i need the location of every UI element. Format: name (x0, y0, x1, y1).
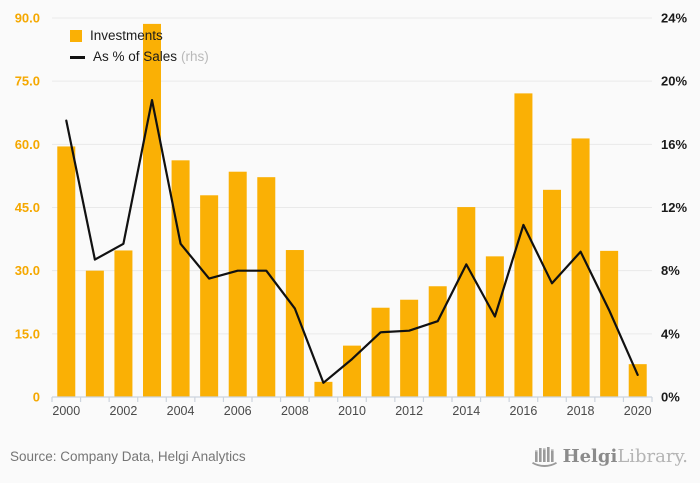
svg-text:2008: 2008 (281, 404, 309, 418)
svg-text:60.0: 60.0 (15, 137, 40, 152)
investments-swatch-icon (70, 30, 82, 42)
svg-text:2010: 2010 (338, 404, 366, 418)
svg-text:0%: 0% (661, 390, 680, 405)
svg-text:2002: 2002 (110, 404, 138, 418)
svg-text:15.0: 15.0 (15, 326, 40, 341)
svg-text:30.0: 30.0 (15, 263, 40, 278)
svg-text:20%: 20% (661, 74, 687, 89)
source-text: Source: Company Data, Helgi Analytics (10, 449, 246, 464)
svg-text:2020: 2020 (624, 404, 652, 418)
investments-chart: 0 15.0 30.0 45.0 60.0 75.0 90.0 0% 4% 8% 12% 16% 20%… (15, 11, 688, 419)
svg-text:8%: 8% (661, 263, 680, 278)
legend-sales-suffix: (rhs) (181, 49, 209, 64)
logo-helgi: Helgi (562, 446, 618, 467)
legend-sales-label: As % of Sales (rhs) (93, 49, 209, 64)
svg-text:2004: 2004 (167, 404, 195, 418)
svg-text:45.0: 45.0 (15, 200, 40, 215)
svg-text:2016: 2016 (510, 404, 538, 418)
svg-text:2000: 2000 (52, 404, 80, 418)
svg-text:2006: 2006 (224, 404, 252, 418)
logo-library: Library. (617, 446, 688, 467)
svg-text:4%: 4% (661, 326, 680, 341)
svg-text:0: 0 (33, 390, 40, 405)
logo-text: HelgiLibrary. (563, 447, 688, 467)
svg-text:2014: 2014 (452, 404, 480, 418)
svg-text:90.0: 90.0 (15, 11, 40, 26)
chart-canvas: 0 15.0 30.0 45.0 60.0 75.0 90.0 0% 4% 8% 12% 16% 20%… (15, 11, 688, 419)
chart-legend: Investments As % of Sales (rhs) (70, 28, 209, 65)
svg-text:75.0: 75.0 (15, 74, 40, 89)
chart-footer: Source: Company Data, Helgi Analytics He… (0, 432, 700, 483)
sales-line-icon (70, 55, 85, 59)
svg-text:2018: 2018 (567, 404, 595, 418)
legend-item-sales: As % of Sales (rhs) (70, 49, 209, 65)
svg-text:16%: 16% (661, 137, 687, 152)
helgi-bridge-icon (531, 447, 557, 467)
svg-text:24%: 24% (661, 11, 687, 26)
helgi-library-logo: HelgiLibrary. (531, 444, 688, 467)
legend-investments-label: Investments (90, 28, 163, 43)
svg-text:12%: 12% (661, 200, 687, 215)
legend-item-investments: Investments (70, 28, 209, 44)
svg-text:2012: 2012 (395, 404, 423, 418)
